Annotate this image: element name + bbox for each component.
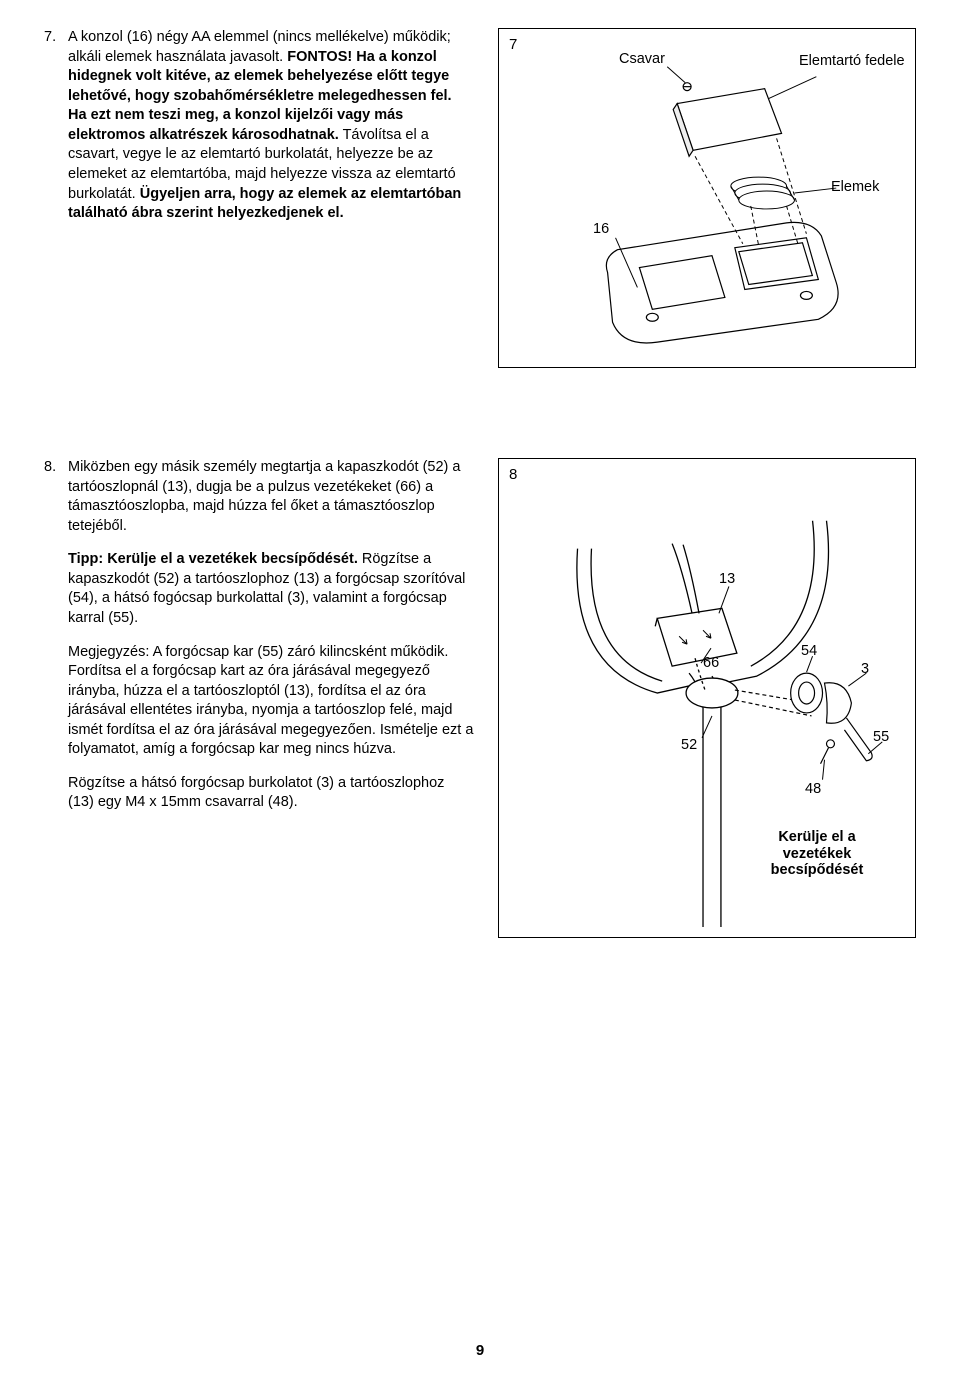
fig7-label-fedele: Elemtartó fedele [799, 53, 905, 70]
page-number: 9 [0, 1341, 960, 1361]
fig8-warning: Kerülje el a vezetékek becsípődését [747, 829, 887, 879]
step-7-row: 7. A konzol (16) négy AA elemmel (nincs … [44, 28, 916, 368]
fig8-l48: 48 [805, 781, 821, 798]
figure-8: 8 [498, 458, 916, 938]
fig8-warn3: becsípődését [771, 862, 864, 878]
step8-p4: Rögzítse a hátsó forgócsap burkolatot (3… [68, 774, 474, 813]
step8-p1: Miközben egy másik személy megtartja a k… [68, 458, 474, 536]
fig8-l52: 52 [681, 737, 697, 754]
fig7-label-csavar: Csavar [619, 51, 665, 68]
step-7-text: 7. A konzol (16) négy AA elemmel (nincs … [44, 28, 474, 368]
fig8-l54: 54 [801, 643, 817, 660]
fig7-label-fedele-text: Elemtartó fedele [799, 53, 905, 69]
fig8-l3: 3 [861, 661, 869, 678]
step8-p3: Megjegyzés: A forgócsap kar (55) záró ki… [68, 643, 474, 760]
step-8-number: 8. [44, 458, 68, 938]
step-7-body: A konzol (16) négy AA elemmel (nincs mel… [68, 28, 474, 368]
step-7-number: 7. [44, 28, 68, 368]
step8-p2: Tipp: Kerülje el a vezetékek becsípődésé… [68, 550, 474, 628]
fig8-l55: 55 [873, 729, 889, 746]
fig8-warn2: vezetékek [783, 846, 852, 862]
step8-p2a: Tipp: Kerülje el a vezetékek becsípődésé… [68, 551, 358, 567]
fig8-l13: 13 [719, 571, 735, 588]
step-8-row: 8. Miközben egy másik személy megtartja … [44, 458, 916, 938]
step-7-paragraph: A konzol (16) négy AA elemmel (nincs mel… [68, 28, 474, 224]
fig8-l66: 66 [703, 655, 719, 672]
fig7-label-elemek: Elemek [831, 179, 879, 196]
step-8-text: 8. Miközben egy másik személy megtartja … [44, 458, 474, 938]
step-8-body: Miközben egy másik személy megtartja a k… [68, 458, 474, 938]
fig8-warn1: Kerülje el a [778, 829, 855, 845]
figure-7-svg [499, 29, 915, 367]
fig7-label-16: 16 [593, 221, 609, 238]
figure-7: 7 [498, 28, 916, 368]
